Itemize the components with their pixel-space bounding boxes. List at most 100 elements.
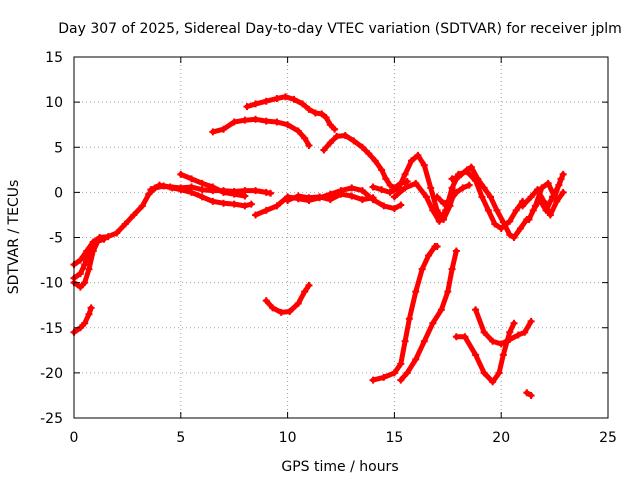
data-point (277, 308, 285, 316)
data-point (85, 265, 93, 273)
data-point (480, 369, 488, 377)
x-axis-title: GPS time / hours (281, 459, 398, 475)
data-point (420, 337, 428, 345)
data-point (230, 190, 238, 198)
data-point (386, 188, 394, 196)
data-point (89, 247, 97, 255)
data-point (459, 184, 467, 192)
data-point (320, 146, 328, 154)
data-point (512, 206, 520, 214)
data-point (538, 184, 546, 192)
data-point (401, 337, 409, 345)
data-point (401, 170, 409, 178)
data-point (369, 183, 377, 191)
data-point (506, 217, 514, 225)
grid-layer (74, 57, 608, 418)
data-point (93, 238, 101, 246)
data-point (341, 132, 349, 140)
data-point (497, 224, 505, 232)
data-point (76, 270, 84, 278)
data-point (301, 134, 309, 142)
y-tick-label: -10 (40, 276, 63, 292)
y-tick-label: -20 (40, 366, 63, 382)
data-point (284, 196, 292, 204)
data-point (397, 201, 405, 209)
data-point (262, 206, 270, 214)
data-point (401, 184, 409, 192)
data-point (331, 125, 339, 133)
data-point (472, 351, 480, 359)
data-point (286, 308, 294, 316)
data-point (358, 196, 366, 204)
data-point (284, 121, 292, 129)
data-point (350, 137, 358, 145)
data-point (326, 121, 334, 129)
data-point (433, 193, 441, 201)
series-layer (70, 93, 567, 399)
x-tick-label: 10 (279, 430, 297, 446)
x-tick-label: 0 (70, 430, 79, 446)
data-point (209, 183, 217, 191)
data-point (252, 115, 260, 123)
data-point (311, 109, 319, 117)
y-axis-title: SDTVAR / TECUs (6, 180, 22, 295)
data-point (273, 118, 281, 126)
data-point (544, 179, 552, 187)
data-point (461, 333, 469, 341)
data-point (527, 317, 535, 325)
data-point (241, 192, 249, 200)
data-point (506, 231, 514, 239)
data-point (305, 281, 313, 289)
data-point (155, 181, 163, 189)
data-point (559, 188, 567, 196)
data-point (294, 127, 302, 135)
data-point (138, 202, 146, 210)
data-point (130, 211, 138, 219)
data-point (269, 304, 277, 312)
data-point (555, 181, 563, 189)
y-tick-label: 15 (45, 50, 63, 66)
data-point (499, 218, 507, 226)
data-point (452, 188, 460, 196)
data-point (497, 340, 505, 348)
data-point (113, 229, 121, 237)
x-tick-label: 25 (599, 430, 617, 446)
data-point (209, 128, 217, 136)
data-point (290, 95, 298, 103)
data-point (305, 194, 313, 202)
data-point (499, 351, 507, 359)
y-tick-label: 10 (45, 95, 63, 111)
data-point (516, 224, 524, 232)
data-point (358, 143, 366, 151)
data-point (403, 178, 411, 186)
data-point (487, 193, 495, 201)
data-point (390, 369, 398, 377)
data-point (382, 175, 390, 183)
data-point (559, 170, 567, 178)
data-point (412, 179, 420, 187)
data-point (230, 118, 238, 126)
data-point (452, 247, 460, 255)
data-point (378, 186, 386, 194)
data-point (262, 297, 270, 305)
data-point (147, 186, 155, 194)
data-point (247, 200, 255, 208)
data-point (390, 193, 398, 201)
data-point (452, 333, 460, 341)
data-point (548, 193, 556, 201)
x-tick-label: 15 (385, 430, 403, 446)
x-tick-label: 5 (176, 430, 185, 446)
data-point (230, 200, 238, 208)
data-point (397, 376, 405, 384)
data-point (435, 217, 443, 225)
data-point (81, 319, 89, 327)
data-point (446, 197, 454, 205)
data-point (523, 389, 531, 397)
data-point (521, 328, 529, 336)
data-point (166, 183, 174, 191)
data-point (252, 187, 260, 195)
data-point (465, 181, 473, 189)
data-point (429, 206, 437, 214)
data-point (491, 220, 499, 228)
